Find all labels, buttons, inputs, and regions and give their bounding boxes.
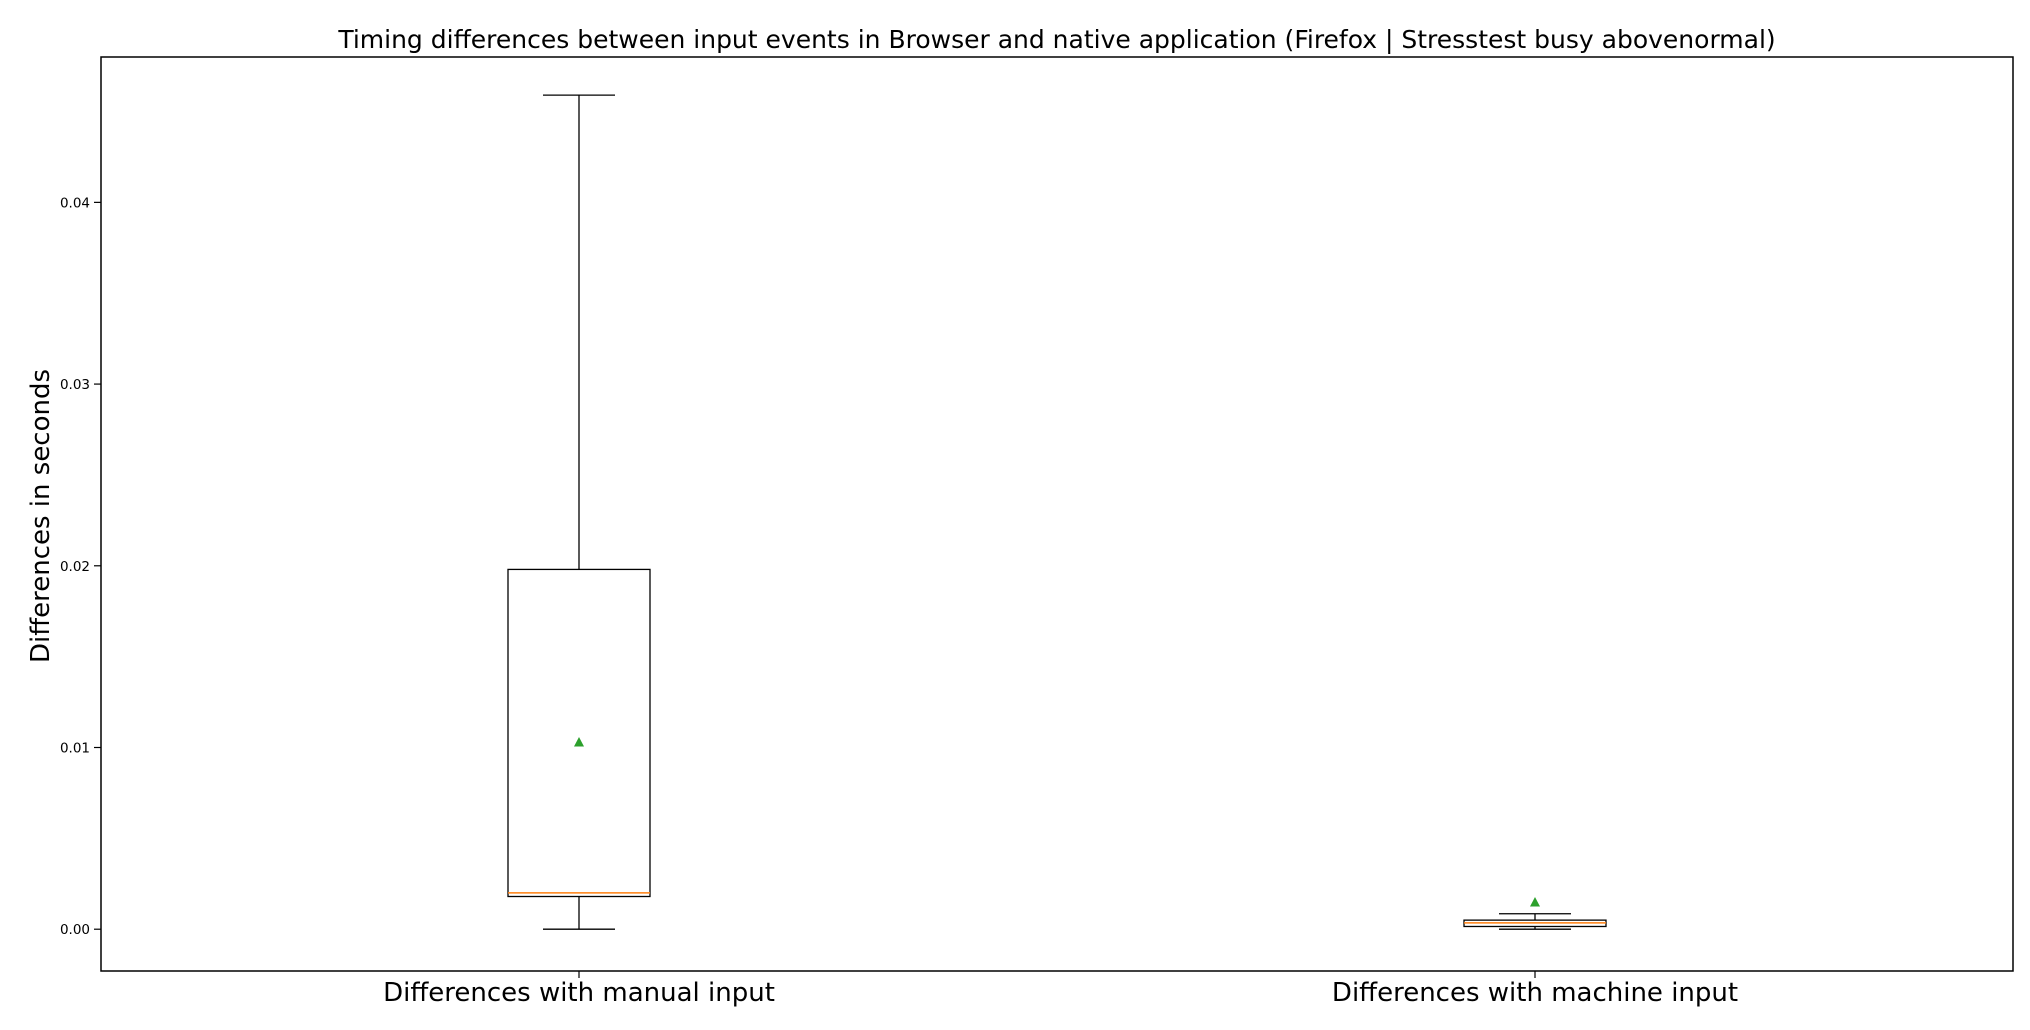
y-tick-label: 0.00 [60, 922, 90, 938]
y-axis-ticks: 0.00 0.01 0.02 0.03 0.04 [60, 195, 101, 938]
box-series [507, 94, 1607, 930]
mean-marker [1530, 896, 1540, 907]
y-tick-label: 0.03 [60, 377, 90, 393]
plot-area-frame [100, 56, 2014, 972]
y-tick-label: 0.02 [60, 559, 90, 575]
x-tick-label: Differences with machine input [1332, 978, 1738, 1008]
y-tick-label: 0.04 [60, 195, 90, 211]
box-2 [1463, 896, 1607, 930]
x-tick-label: Differences with manual input [383, 978, 775, 1008]
chart-title: Timing differences between input events … [337, 25, 1775, 54]
box-1 [507, 94, 651, 930]
y-tick-label: 0.01 [60, 740, 90, 756]
y-axis-label: Differences in seconds [26, 369, 56, 663]
interquartile-box [507, 568, 651, 898]
x-axis-ticks: Differences with manual input Differences… [383, 971, 1738, 1008]
mean-marker [574, 737, 584, 747]
